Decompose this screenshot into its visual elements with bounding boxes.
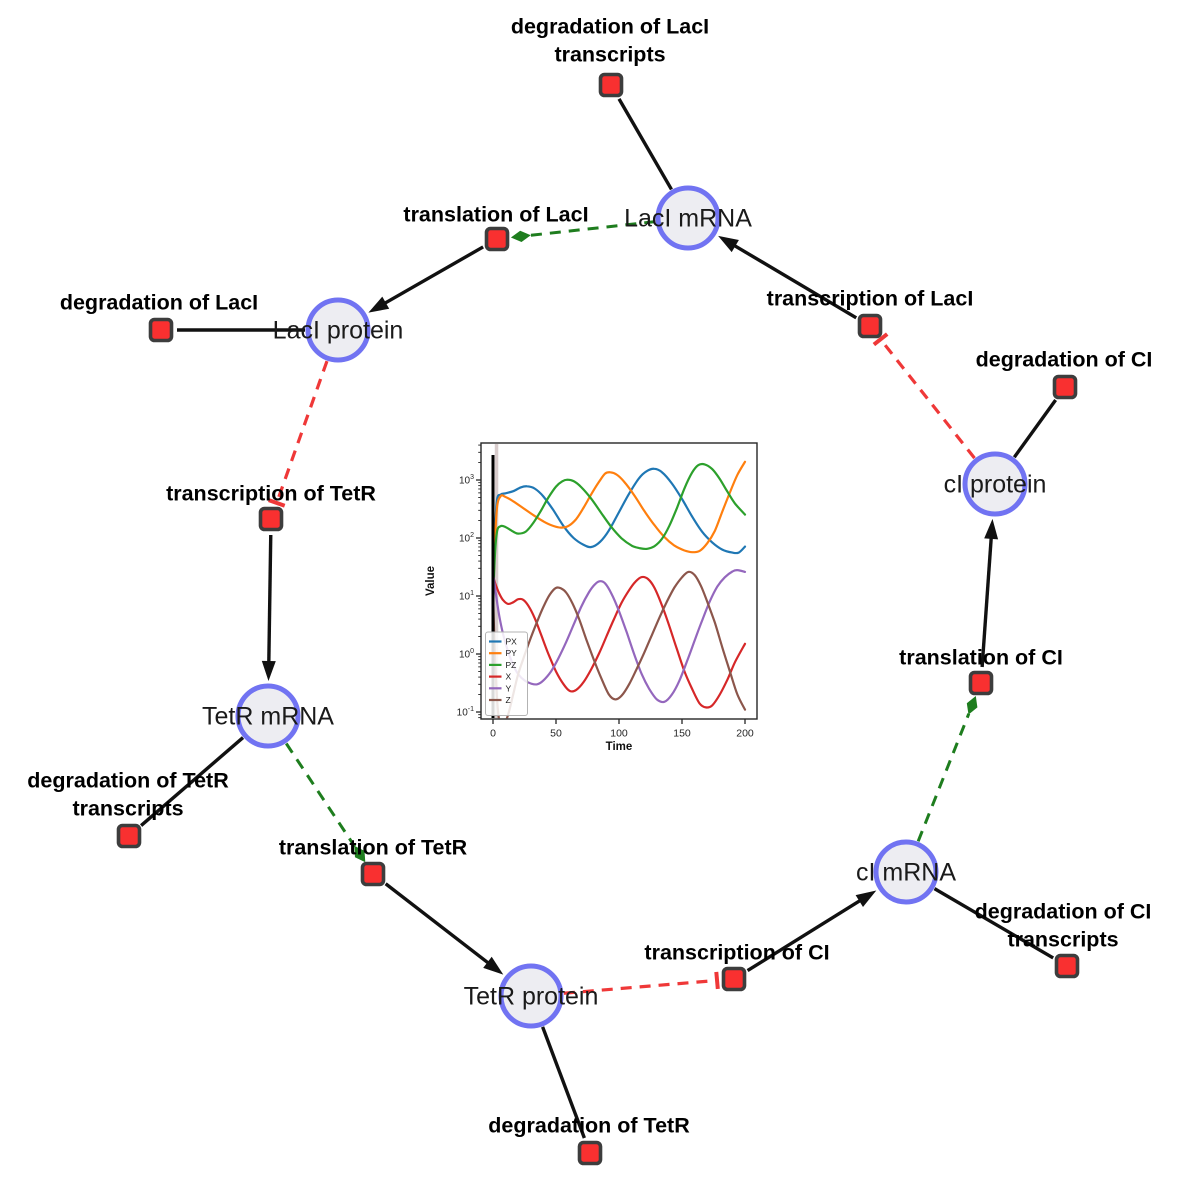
product-arrowhead [368, 296, 390, 313]
x-axis-label: Time [606, 741, 633, 753]
inhibition-tbar [714, 971, 720, 990]
edge-ci_protein-deg_ci [1012, 398, 1058, 459]
species-node-laci_protein[interactable] [305, 297, 371, 363]
species-label-laci_mrna: LacI mRNA [624, 205, 752, 233]
reaction-label-deg_ci_tx-line1: degradation of CI [975, 900, 1152, 924]
reaction-label-deg_laci-line1: degradation of LacI [60, 291, 258, 315]
legend-label-X: X [506, 672, 512, 682]
modifier-diamond [966, 696, 978, 715]
reaction-layer [116, 72, 1080, 1166]
label-layer: LacI mRNA LacI protein TetR mRNA TetR prote… [27, 15, 1152, 1138]
x-tick-label: 150 [673, 728, 691, 740]
species-node-ci_protein[interactable] [962, 451, 1028, 517]
species-label-ci_protein: cI protein [944, 471, 1047, 499]
product-arrowhead [984, 518, 999, 540]
reaction-node-deg_laci[interactable] [148, 317, 174, 343]
edge-ci_mrna-deg_ci_tx [933, 887, 1055, 960]
reaction-node-deg_ci[interactable] [1052, 374, 1078, 400]
species-node-laci_mrna[interactable] [655, 185, 721, 251]
reaction-node-tl_tetr[interactable] [360, 861, 386, 887]
x-tick-label: 200 [736, 728, 754, 740]
edge-laci_protein-tc_tetr [268, 360, 329, 508]
x-tick-label: 100 [610, 728, 628, 740]
species-node-tetr_mrna[interactable] [235, 683, 301, 749]
reaction-label-deg_tetr_tx-line1: degradation of TetR [27, 769, 229, 793]
edge-layer [140, 97, 1058, 1139]
modifier-diamond [354, 845, 366, 863]
inhibition-tbar [872, 332, 889, 347]
series-curve-X [491, 575, 747, 709]
legend-label-PY: PY [506, 648, 518, 658]
product-arrowhead [261, 660, 276, 681]
species-label-ci_mrna: cI mRNA [856, 859, 956, 887]
edge-laci_mrna-tl_laci [510, 220, 656, 242]
legend-label-Z: Z [506, 695, 511, 705]
species-label-tetr_protein: TetR protein [464, 983, 599, 1011]
edge-laci_mrna-deg_laci_tx [617, 97, 673, 191]
edge-tc_laci-laci_mrna [718, 235, 858, 320]
legend-label-Y: Y [506, 683, 512, 693]
edge-tl_tetr-tetr_protein [384, 882, 504, 975]
edge-tl_laci-laci_protein [368, 245, 484, 313]
reaction-node-tl_laci[interactable] [484, 226, 510, 252]
y-axis-label: Value [425, 566, 437, 596]
series-curve-PX [491, 467, 747, 607]
reaction-node-deg_ci_tx[interactable] [1054, 953, 1080, 979]
reaction-node-deg_laci_tx[interactable] [598, 72, 624, 98]
reaction-node-deg_tetr[interactable] [577, 1140, 603, 1166]
edge-tl_ci-ci_protein [980, 518, 999, 668]
reaction-label-deg_tetr_tx-line2: transcripts [72, 797, 183, 821]
reaction-label-tl_tetr-line1: translation of TetR [279, 836, 468, 860]
species-label-laci_protein: LacI protein [273, 317, 404, 345]
edge-tetr_protein-tc_ci [563, 971, 720, 995]
species-node-ci_mrna[interactable] [873, 839, 939, 905]
reaction-label-tl_ci-line1: translation of CI [899, 646, 1063, 670]
x-tick-label: 0 [490, 728, 496, 740]
modifier-diamond [510, 230, 531, 242]
product-arrowhead [855, 890, 877, 907]
reaction-node-deg_tetr_tx[interactable] [116, 823, 142, 849]
series-curve-PZ [491, 462, 747, 621]
reaction-label-deg_tetr-line1: degradation of TetR [488, 1114, 690, 1138]
product-arrowhead [483, 956, 504, 975]
reaction-node-tc_laci[interactable] [857, 313, 883, 339]
series-curve-PY [491, 460, 747, 615]
reaction-node-tc_tetr[interactable] [258, 506, 284, 532]
reaction-label-tc_laci-line1: transcription of LacI [767, 287, 974, 311]
legend-label-PZ: PZ [506, 660, 517, 670]
edge-tc_ci-ci_mrna [746, 890, 877, 972]
edge-tetr_mrna-deg_tetr_tx [140, 736, 245, 827]
edge-tetr_protein-deg_tetr [541, 1026, 586, 1139]
reaction-label-tc_ci-line1: transcription of CI [644, 941, 829, 965]
reaction-label-deg_laci_tx-line2: transcripts [554, 43, 665, 67]
edge-tetr_mrna-tl_tetr [285, 742, 366, 863]
reaction-label-deg_ci_tx-line2: transcripts [1007, 928, 1118, 952]
x-tick-label: 50 [550, 728, 562, 740]
product-arrowhead [718, 235, 739, 253]
reaction-label-tc_tetr-line1: transcription of TetR [166, 482, 376, 506]
reaction-node-tl_ci[interactable] [968, 670, 994, 696]
reaction-label-tl_laci-line1: translation of LacI [403, 203, 588, 227]
reaction-label-deg_ci-line1: degradation of CI [976, 348, 1153, 372]
inhibition-tbar [268, 498, 286, 508]
legend-label-PX: PX [506, 637, 518, 647]
edge-tc_tetr-tetr_mrna [261, 534, 276, 681]
edge-ci_mrna-tl_ci [916, 696, 978, 842]
species-node-tetr_protein[interactable] [498, 963, 564, 1029]
reaction-label-deg_laci_tx-line1: degradation of LacI [511, 15, 709, 39]
species-label-tetr_mrna: TetR mRNA [202, 703, 334, 731]
species-layer [235, 185, 1028, 1029]
edge-ci_protein-tc_laci [872, 332, 976, 460]
reaction-node-tc_ci[interactable] [721, 966, 747, 992]
